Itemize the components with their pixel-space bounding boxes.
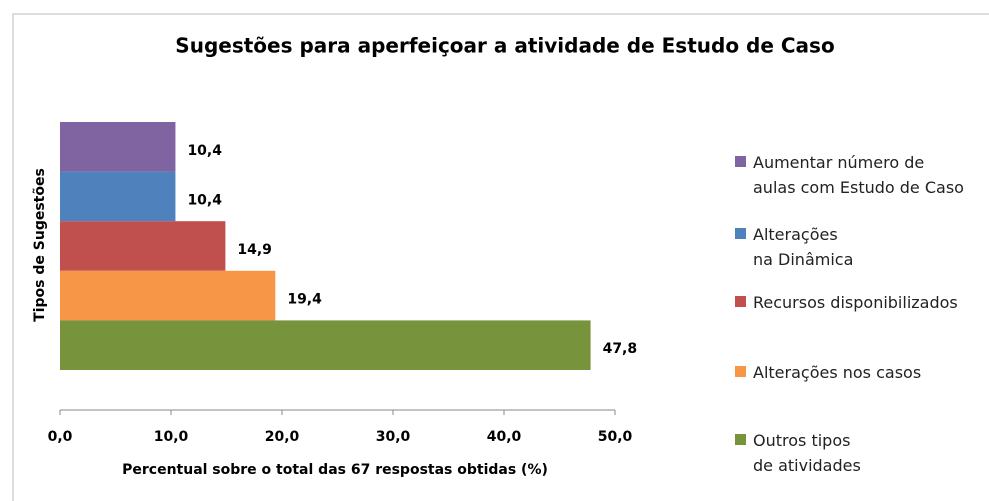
data-label: 10,4 (187, 143, 222, 159)
bar (60, 320, 591, 370)
legend-item: Aumentar número de aulas com Estudo de C… (735, 150, 964, 200)
x-tick-label: 20,0 (265, 429, 300, 445)
legend-item: Recursos disponibilizados (735, 290, 958, 315)
bar (60, 221, 226, 271)
chart-border (12, 13, 989, 501)
legend-label: Alterações nos casos (753, 363, 922, 382)
bar (60, 270, 276, 321)
bar (60, 122, 176, 172)
data-label: 19,4 (287, 292, 322, 308)
legend-swatch (735, 366, 746, 377)
data-label: 10,4 (187, 192, 222, 208)
x-tick-label: 30,0 (376, 429, 411, 445)
legend-label: Recursos disponibilizados (753, 293, 958, 312)
data-label: 14,9 (237, 242, 272, 258)
legend-swatch (735, 228, 746, 239)
chart-title: Sugestões para aperfeiçoar a atividade d… (175, 34, 834, 58)
x-tick-label: 0,0 (48, 429, 73, 445)
legend-item: Alterações nos casos (735, 360, 921, 385)
x-tick-label: 40,0 (487, 429, 522, 445)
y-axis-label: Tipos de Sugestões (32, 168, 48, 322)
legend-item: Outros tipos de atividades (735, 428, 861, 478)
legend-item: Alterações na Dinâmica (735, 222, 853, 272)
data-label: 47,8 (603, 341, 638, 357)
legend-label: Outros tipos de atividades (753, 431, 861, 475)
x-axis-label: Percentual sobre o total das 67 resposta… (122, 462, 548, 478)
legend-swatch (735, 296, 746, 307)
legend-swatch (735, 434, 746, 445)
legend-swatch (735, 156, 746, 167)
bar (60, 171, 176, 222)
legend-label: Aumentar número de aulas com Estudo de C… (753, 153, 964, 197)
legend-label: Alterações na Dinâmica (753, 225, 854, 269)
x-tick-label: 50,0 (598, 429, 633, 445)
x-tick-label: 10,0 (154, 429, 189, 445)
